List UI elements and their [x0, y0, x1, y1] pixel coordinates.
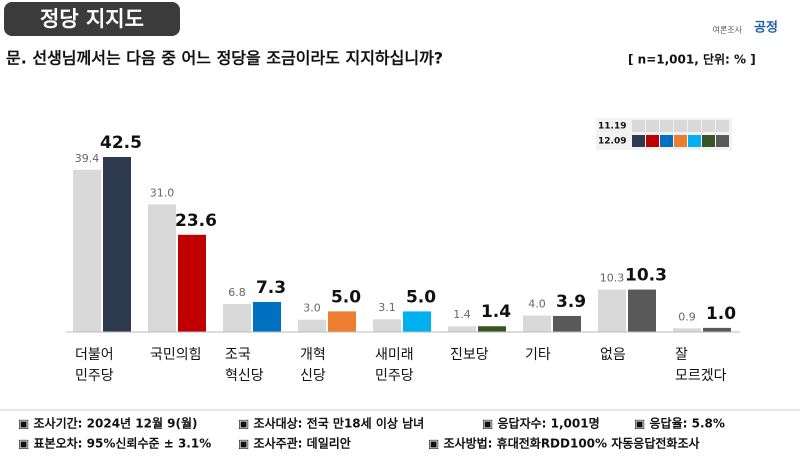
bar — [448, 326, 476, 332]
value-label: 6.8 — [228, 286, 246, 299]
bar — [148, 204, 176, 332]
bar — [73, 169, 101, 332]
legend-label: 12.09 — [598, 137, 626, 147]
bar — [628, 289, 656, 332]
value-label: 39.4 — [75, 152, 100, 165]
legend-swatch — [632, 135, 645, 147]
bar — [673, 328, 701, 332]
value-label: 31.0 — [150, 186, 175, 199]
bar — [523, 315, 551, 332]
legend-swatch — [688, 120, 701, 132]
legend-swatch — [716, 135, 729, 147]
logo: 공정 — [754, 20, 778, 36]
x-tick-label: 개혁 신당 — [300, 347, 326, 384]
x-tick-label: 기타 — [525, 347, 551, 363]
x-tick-label: 진보당 — [450, 347, 489, 363]
legend-swatch — [702, 135, 715, 147]
legend-label: 11.19 — [598, 122, 626, 132]
bar — [553, 315, 581, 332]
footer-note: ▣ 표본오차: 95%신뢰수준 ± 3.1% — [18, 436, 211, 451]
value-label: 42.5 — [100, 133, 142, 153]
footer-note: ▣ 응답자수: 1,001명 — [482, 416, 600, 431]
bar — [253, 301, 281, 332]
page-title: 정당 지지도 — [40, 7, 144, 31]
legend-swatch — [674, 135, 687, 147]
bar — [598, 289, 626, 332]
value-label: 10.3 — [600, 272, 625, 285]
legend-swatch — [702, 120, 715, 132]
footer-note: ▣ 조사방법: 휴대전화RDD100% 자동응답전화조사 — [428, 436, 700, 451]
bar — [478, 326, 506, 332]
value-label: 3.1 — [378, 301, 396, 314]
value-label: 7.3 — [256, 278, 286, 298]
x-tick-label: 조국 혁신당 — [225, 347, 264, 384]
x-tick-label: 국민의힘 — [150, 347, 202, 363]
value-label: 0.9 — [678, 310, 696, 323]
footer-note: ▣ 조사주관: 데일리안 — [238, 436, 351, 451]
legend-swatch — [660, 120, 673, 132]
bar — [223, 304, 251, 332]
value-label: 1.0 — [706, 304, 736, 324]
legend-swatch — [646, 135, 659, 147]
footer-note: ▣ 조사기간: 2024년 12월 9(월) — [18, 416, 198, 431]
x-tick-label: 새미래 민주당 — [375, 347, 414, 384]
bar — [178, 234, 206, 332]
value-label: 1.4 — [453, 308, 471, 321]
x-tick-label: 더불어 민주당 — [75, 347, 114, 384]
x-tick-label: 잘 모르겠다 — [675, 347, 727, 384]
value-label: 3.9 — [556, 292, 586, 312]
footer-note: ▣ 응답율: 5.8% — [634, 416, 725, 431]
legend-swatch — [660, 135, 673, 147]
x-tick-label: 없음 — [600, 347, 626, 363]
bar — [103, 157, 131, 332]
value-label: 4.0 — [528, 298, 546, 311]
question: 문. 선생님께서는 다음 중 어느 정당을 조금이라도 지지하십니까? — [6, 49, 443, 68]
value-label: 3.0 — [303, 302, 321, 315]
bar — [328, 311, 356, 332]
bar — [403, 311, 431, 332]
logo-small: 여론조사 — [713, 25, 743, 35]
bar — [373, 319, 401, 332]
value-label: 10.3 — [625, 266, 667, 286]
legend-swatch — [674, 120, 687, 132]
legend-swatch — [646, 120, 659, 132]
title-box — [4, 2, 180, 36]
value-label: 23.6 — [175, 211, 217, 231]
bar — [298, 319, 326, 332]
bar — [703, 327, 731, 332]
value-label: 5.0 — [331, 287, 361, 307]
footer-note: ▣ 조사대상: 전국 만18세 이상 남녀 — [238, 416, 424, 431]
legend-swatch — [632, 120, 645, 132]
legend-swatch — [716, 120, 729, 132]
legend-swatch — [688, 135, 701, 147]
value-label: 5.0 — [406, 287, 436, 307]
value-label: 1.4 — [481, 302, 511, 322]
subtitle: [ n=1,001, 단위: % ] — [628, 52, 756, 67]
